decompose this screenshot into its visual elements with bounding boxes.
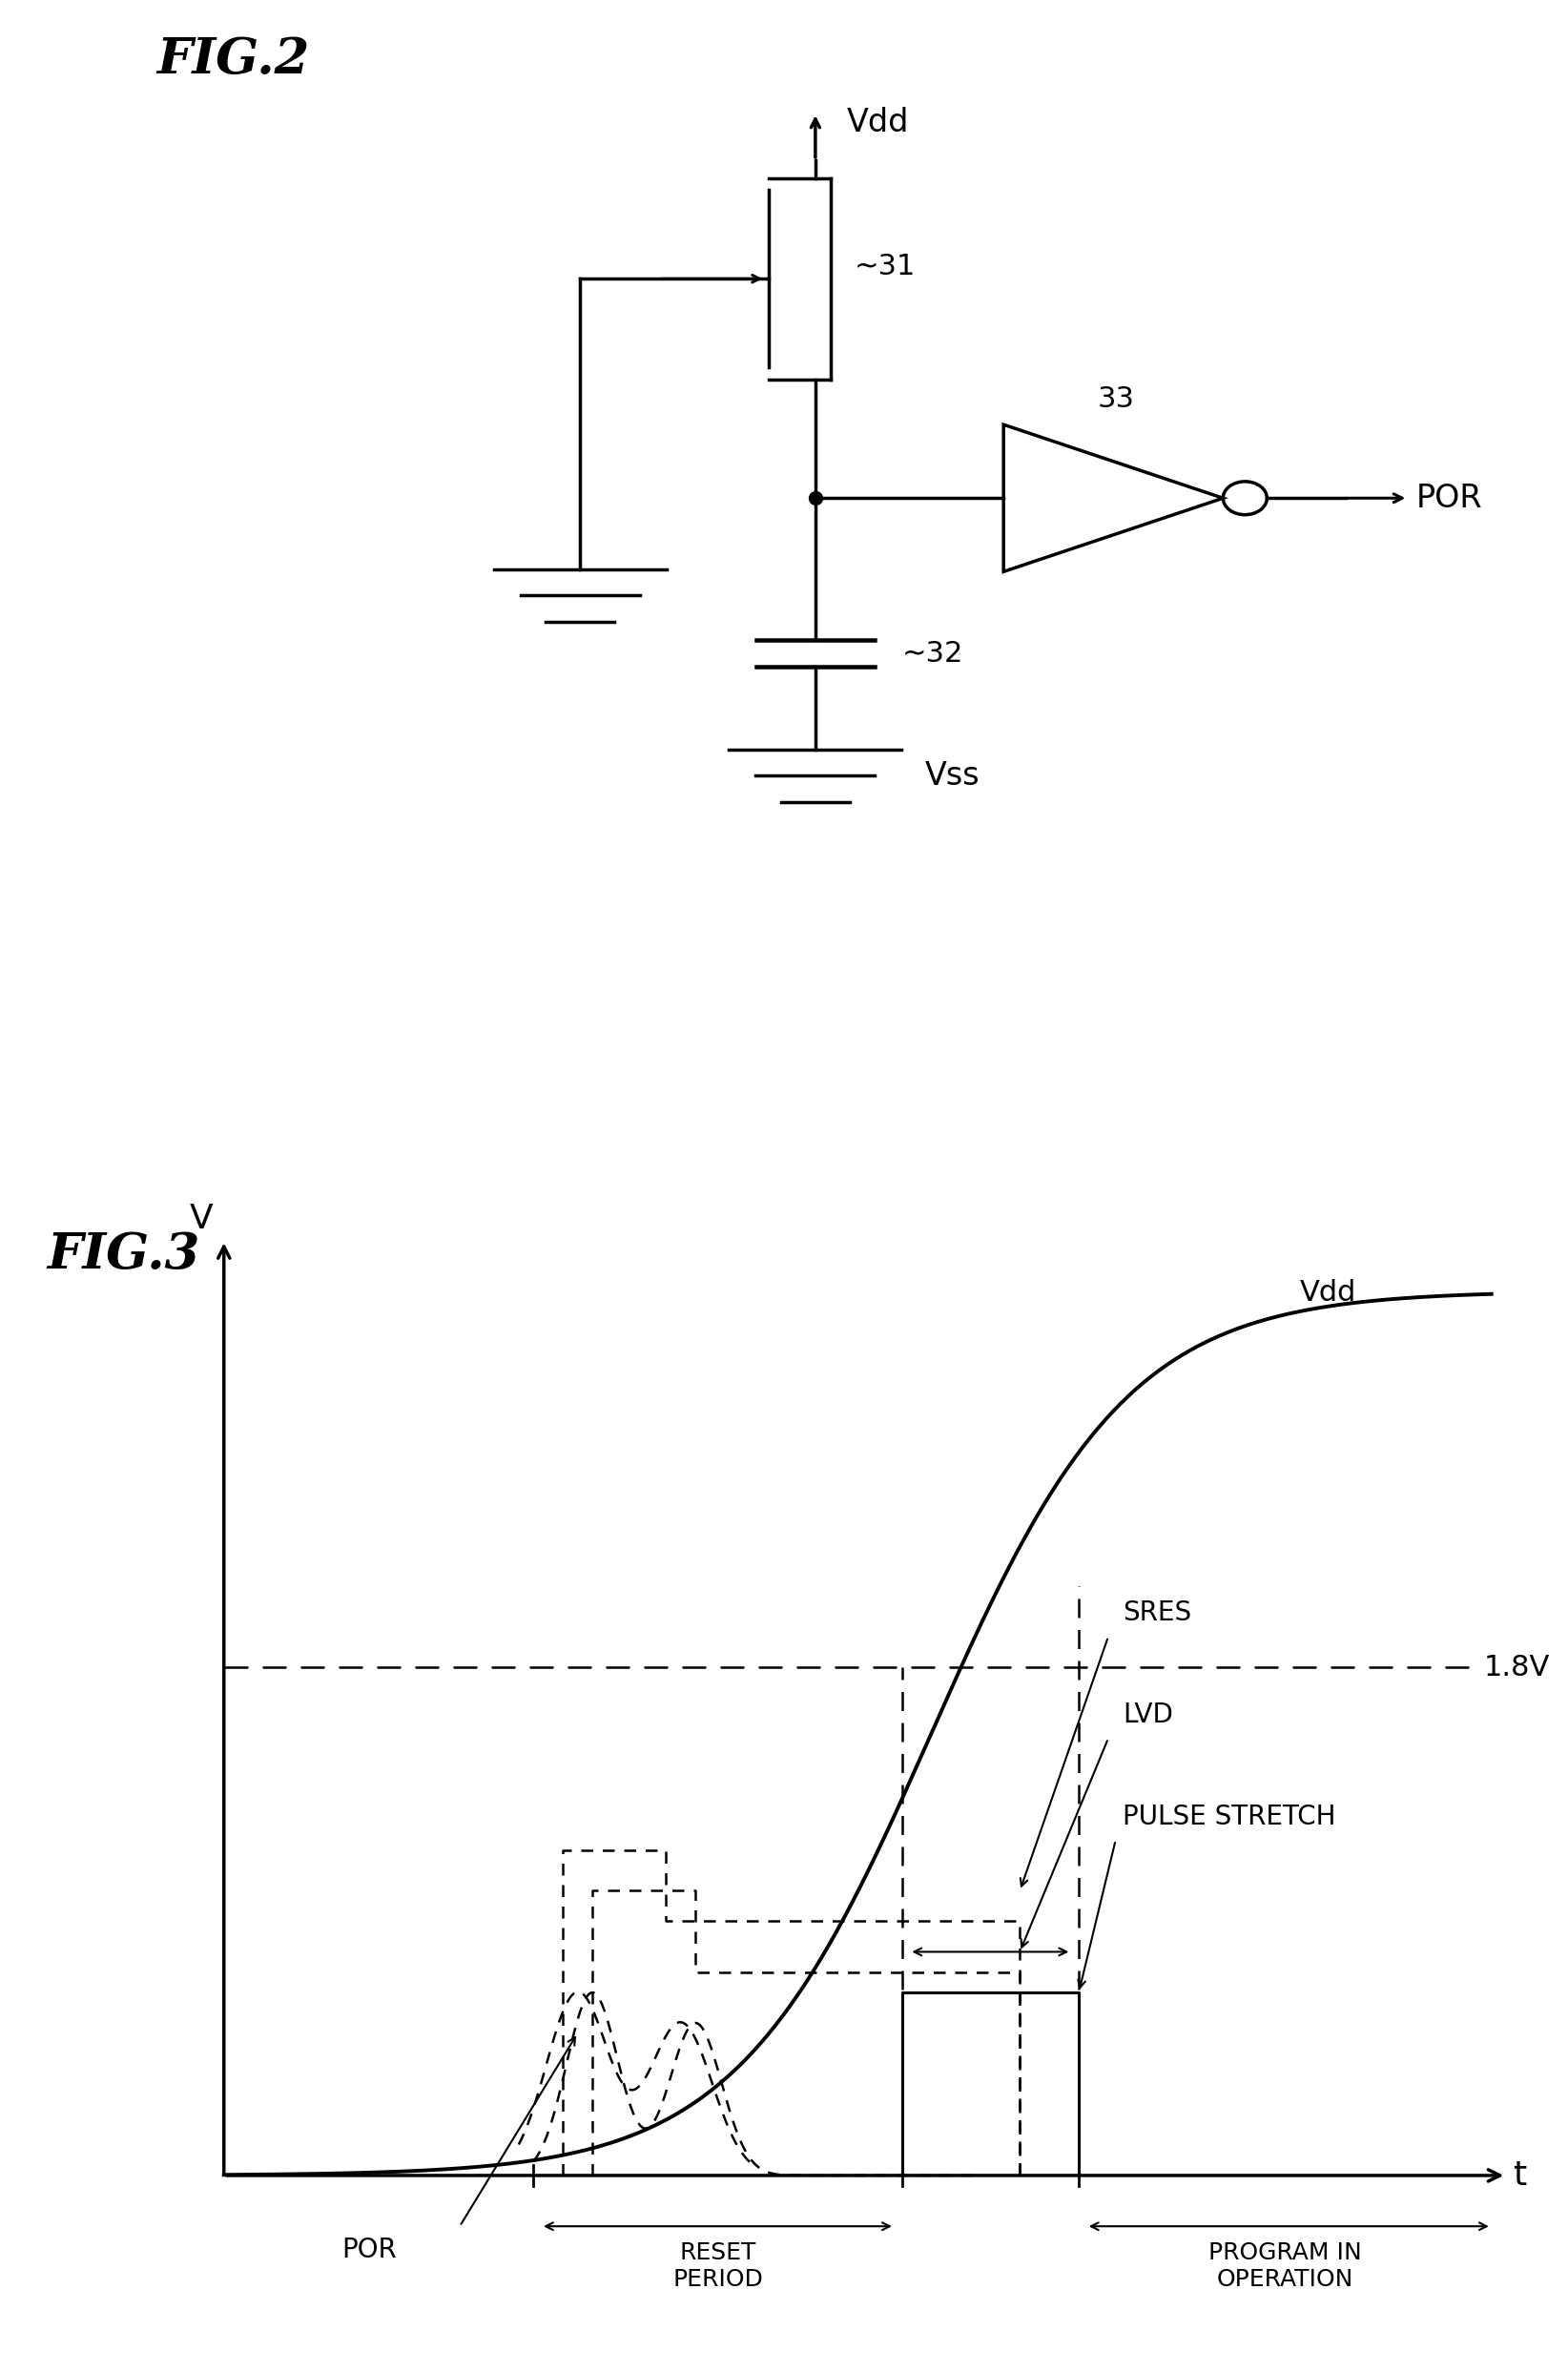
Text: 33: 33 <box>1098 384 1135 413</box>
Text: PROGRAM IN
OPERATION: PROGRAM IN OPERATION <box>1209 2242 1361 2291</box>
Text: RESET
PERIOD: RESET PERIOD <box>673 2242 764 2291</box>
Text: PULSE STRETCH: PULSE STRETCH <box>1123 1803 1336 1829</box>
Text: Vdd: Vdd <box>847 107 909 138</box>
Text: 1.8V: 1.8V <box>1483 1653 1551 1682</box>
Text: t: t <box>1513 2159 1527 2192</box>
Text: FIG.2: FIG.2 <box>157 36 310 85</box>
Text: V: V <box>190 1203 213 1236</box>
Text: ∼32: ∼32 <box>902 640 963 667</box>
Text: POR: POR <box>1416 482 1482 515</box>
Text: ∼31: ∼31 <box>855 254 916 280</box>
Text: POR: POR <box>342 2237 397 2263</box>
Text: SRES: SRES <box>1123 1599 1192 1627</box>
Text: Vss: Vss <box>925 759 980 792</box>
Text: Vdd: Vdd <box>1300 1279 1356 1307</box>
Text: FIG.3: FIG.3 <box>47 1231 201 1279</box>
Text: LVD: LVD <box>1123 1701 1173 1729</box>
